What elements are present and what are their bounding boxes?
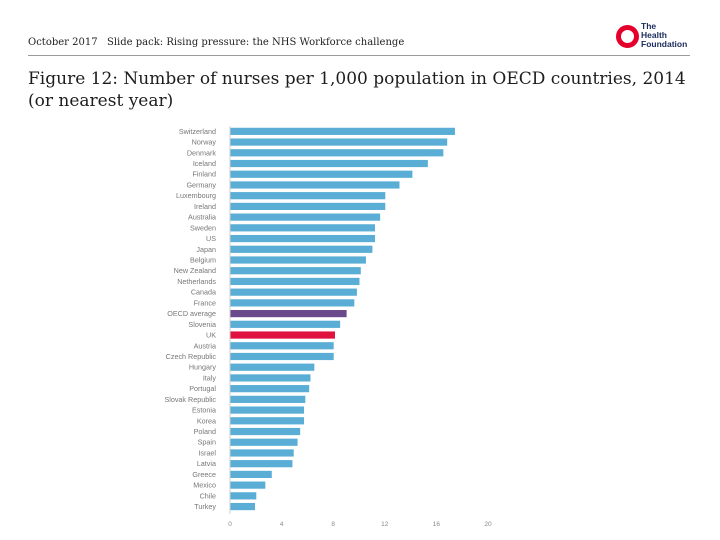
x-tick-label: 8 [331,521,335,528]
category-label-new-zealand: New Zealand [174,266,216,275]
category-label-switzerland: Switzerland [179,127,216,136]
bar-ireland [230,202,386,210]
bar-latvia [230,460,293,468]
category-label-mexico: Mexico [193,481,216,490]
bar-belgium [230,256,366,264]
bar-uk [230,331,335,339]
slide-header: October 2017 Slide pack: Rising pressure… [0,0,720,60]
category-label-japan: Japan [196,245,216,254]
category-label-chile: Chile [200,491,216,500]
category-label-luxembourg: Luxembourg [176,191,216,200]
category-label-finland: Finland [192,170,216,179]
x-tick-label: 0 [228,521,232,528]
category-label-iceland: Iceland [193,159,216,168]
bar-korea [230,417,305,425]
category-label-israel: Israel [198,448,216,457]
x-tick-label: 4 [280,521,284,528]
bar-estonia [230,406,305,414]
category-label-denmark: Denmark [187,148,217,157]
bar-italy [230,374,311,382]
bar-germany [230,181,400,189]
bar-israel [230,449,294,457]
bar-denmark [230,149,444,157]
category-label-spain: Spain [198,438,216,447]
category-label-czech-republic: Czech Republic [166,352,217,361]
bar-austria [230,342,334,350]
x-tick-label: 16 [433,521,441,528]
header-divider [28,55,690,56]
date-label: October 2017 [28,37,98,48]
category-label-slovak-republic: Slovak Republic [164,395,216,404]
category-label-norway: Norway [192,138,217,147]
category-label-poland: Poland [194,427,216,436]
bar-sweden [230,224,375,232]
bar-greece [230,470,272,478]
category-label-oecd-average: OECD average [167,309,216,318]
bar-slovenia [230,320,341,328]
bar-canada [230,288,357,296]
bar-mexico [230,481,266,489]
bar-luxembourg [230,192,386,200]
bar-oecd-average [230,310,347,318]
bar-hungary [230,363,315,371]
bar-chile [230,492,257,500]
bar-czech-republic [230,352,334,361]
category-label-sweden: Sweden [190,223,216,232]
bar-iceland [230,159,428,168]
x-tick-label: 12 [381,521,389,528]
bar-spain [230,438,298,446]
bar-us [230,234,375,243]
bar-new-zealand [230,267,361,275]
health-foundation-logo: The Health Foundation [616,22,696,50]
bar-switzerland [230,127,455,135]
logo-ring-icon [616,25,639,48]
bar-norway [230,138,448,146]
category-label-latvia: Latvia [197,459,216,468]
category-label-korea: Korea [197,416,216,425]
category-label-estonia: Estonia [192,406,216,415]
bar-japan [230,245,373,253]
bar-portugal [230,385,310,393]
bar-france [230,299,355,307]
bar-australia [230,213,381,221]
category-label-ireland: Ireland [194,202,216,211]
category-label-greece: Greece [192,470,216,479]
x-tick-label: 20 [484,521,492,528]
logo-text: The Health Foundation [641,21,688,49]
category-label-germany: Germany [186,180,216,189]
category-label-australia: Australia [188,213,216,222]
bar-slovak-republic [230,395,306,403]
category-label-italy: Italy [203,373,217,382]
bar-netherlands [230,277,360,286]
category-label-uk: UK [206,331,216,340]
bar-finland [230,170,413,178]
slide-pack-title: Slide pack: Rising pressure: the NHS Wor… [107,37,405,48]
category-label-belgium: Belgium [190,256,216,265]
figure-title: Figure 12: Number of nurses per 1,000 po… [28,69,686,111]
bar-poland [230,427,301,436]
category-label-austria: Austria [194,341,216,350]
category-label-canada: Canada [191,288,216,297]
category-label-france: France [194,298,216,307]
category-label-us: US [206,234,216,243]
bar-turkey [230,502,256,511]
category-label-slovenia: Slovenia [188,320,216,329]
category-label-turkey: Turkey [194,502,216,511]
category-label-portugal: Portugal [189,384,216,393]
category-label-hungary: Hungary [189,363,217,372]
category-label-netherlands: Netherlands [177,277,216,286]
